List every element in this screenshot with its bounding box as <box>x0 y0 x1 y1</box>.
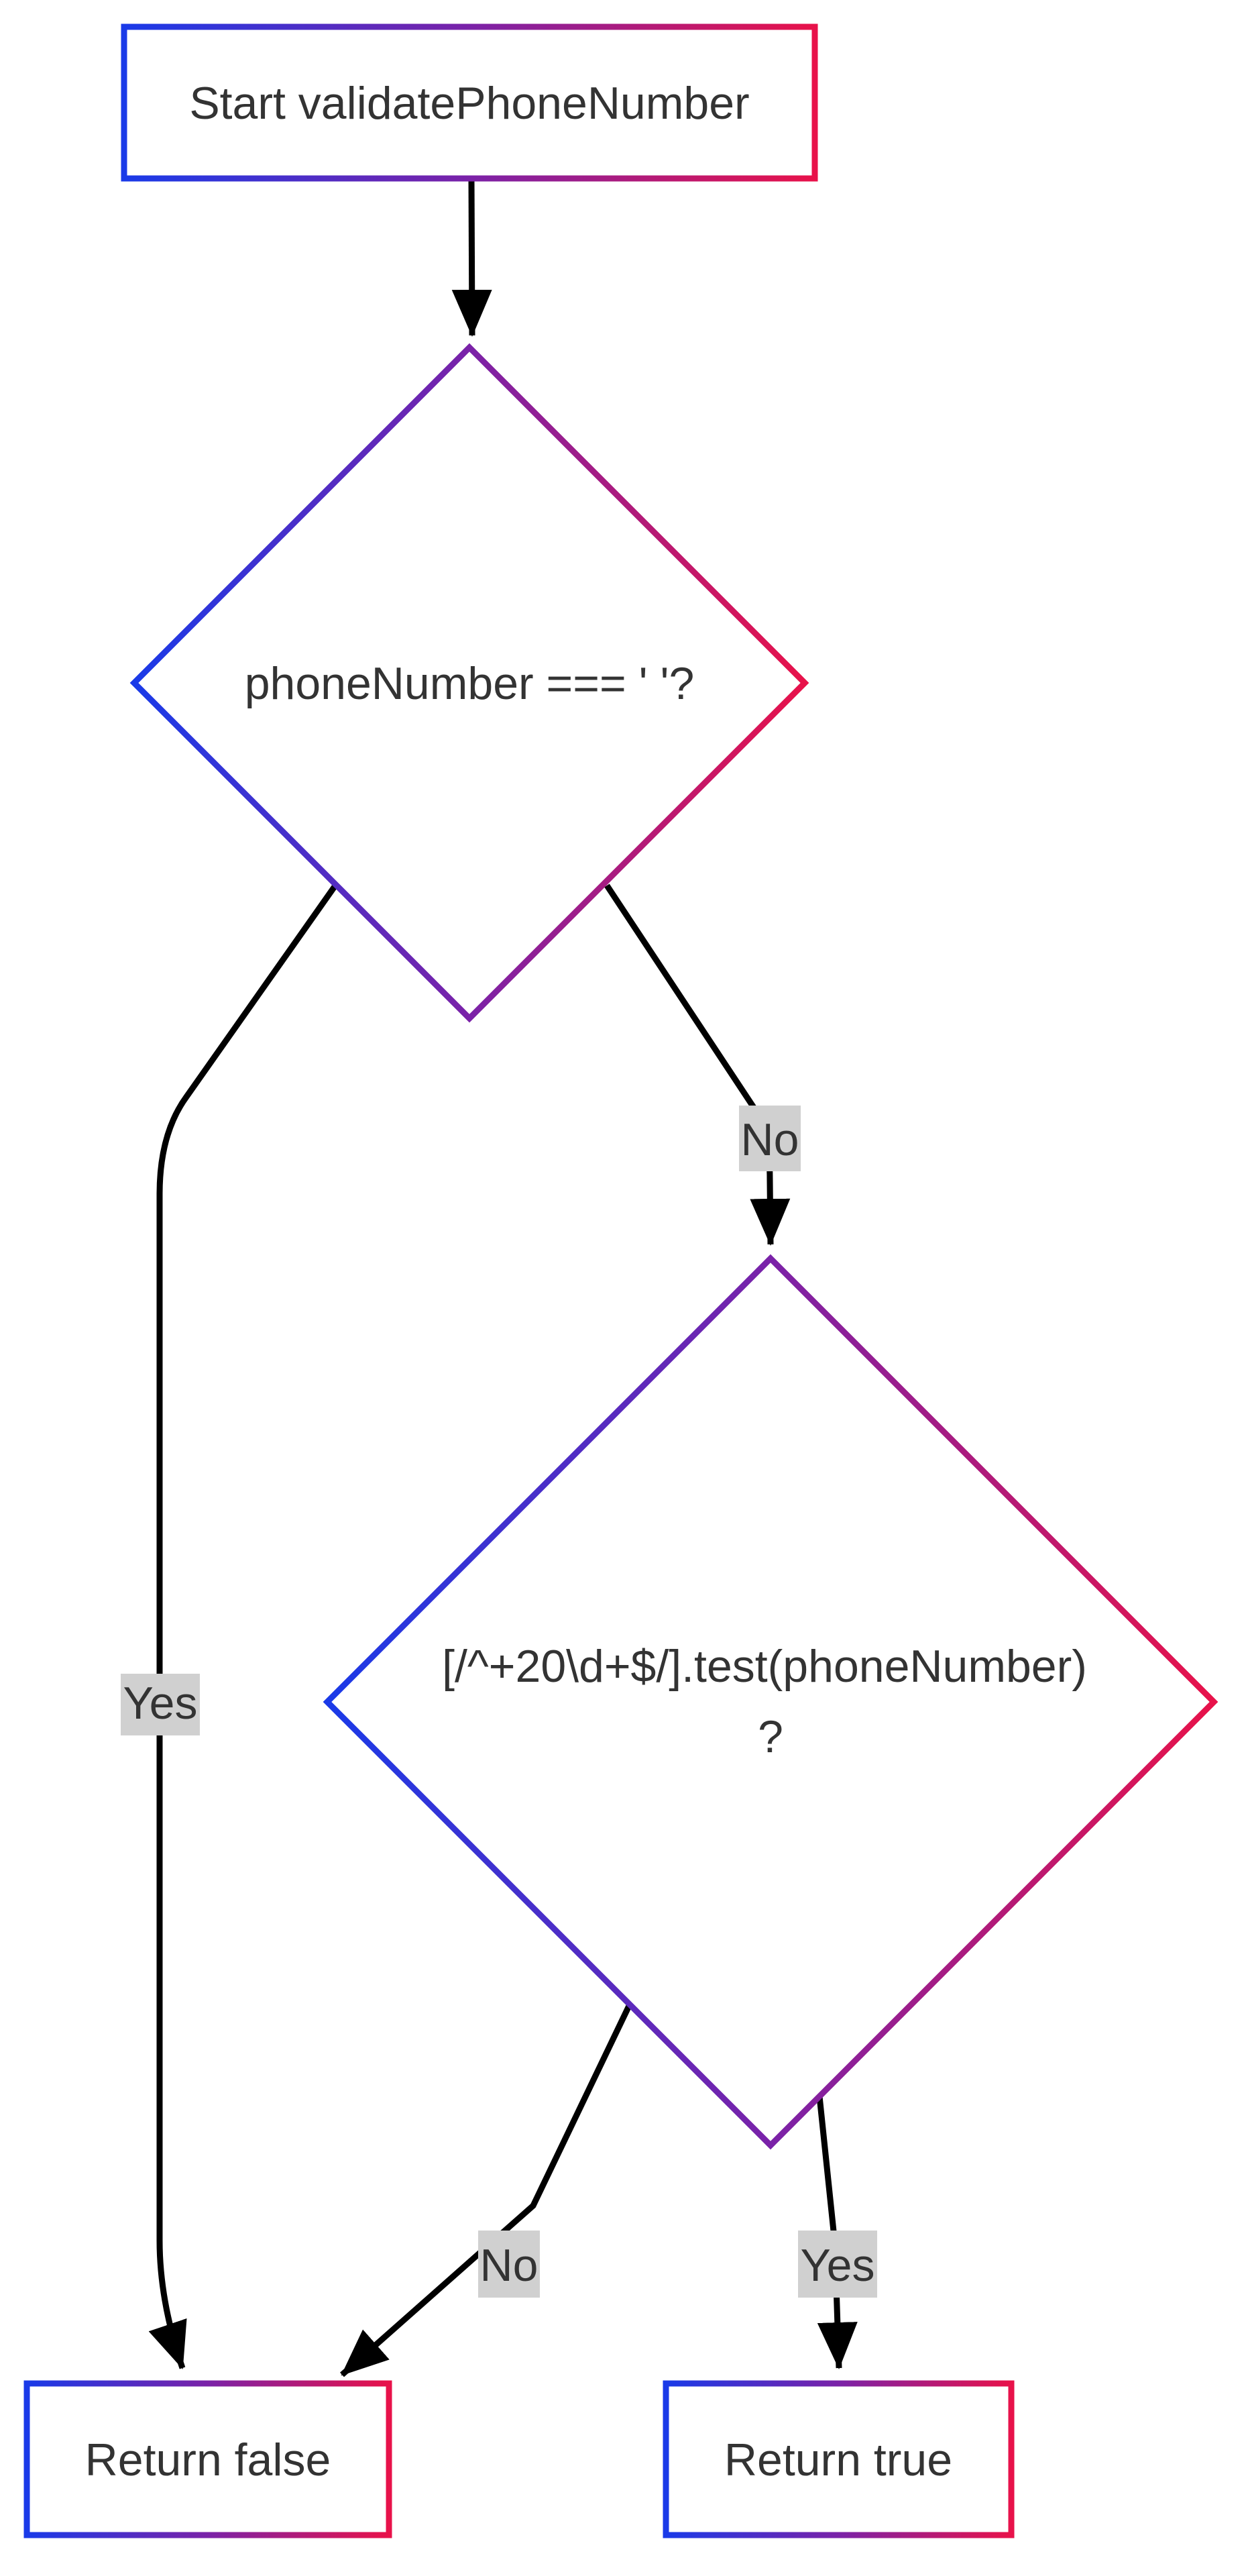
edge-label-text: Yes <box>801 2240 875 2291</box>
edge-empty-yes <box>148 883 338 2369</box>
edge-empty-no <box>604 883 791 1246</box>
edge-regex-no <box>340 2004 632 2377</box>
node-check-empty: phoneNumber === ' '? <box>129 343 809 1023</box>
node-check-regex-line2: ? <box>758 1711 783 1762</box>
edge-label-text: No <box>741 1114 799 1165</box>
edge-label-regex-yes: Yes <box>798 2231 877 2298</box>
node-return-true: Return true <box>663 2380 1015 2538</box>
edge-start-to-empty-check <box>451 180 492 337</box>
node-start: Start validatePhoneNumber <box>121 23 818 182</box>
node-check-regex-line1: [/^+20\d+$/].test(phoneNumber) <box>442 1641 1087 1692</box>
node-return-false: Return false <box>23 2380 392 2538</box>
edge-label-text: Yes <box>123 1678 198 1729</box>
node-start-label: Start validatePhoneNumber <box>189 78 749 129</box>
node-return-false-label: Return false <box>85 2434 331 2485</box>
node-check-regex: [/^+20\d+$/].test(phoneNumber) ? <box>323 1254 1219 2150</box>
edge-label-text: No <box>480 2240 539 2291</box>
edge-label-empty-yes: Yes <box>121 1674 200 1735</box>
edge-label-empty-no: No <box>739 1106 801 1171</box>
node-check-empty-label: phoneNumber === ' '? <box>245 658 695 709</box>
node-return-true-label: Return true <box>724 2434 952 2485</box>
edge-label-regex-no: No <box>478 2231 540 2298</box>
